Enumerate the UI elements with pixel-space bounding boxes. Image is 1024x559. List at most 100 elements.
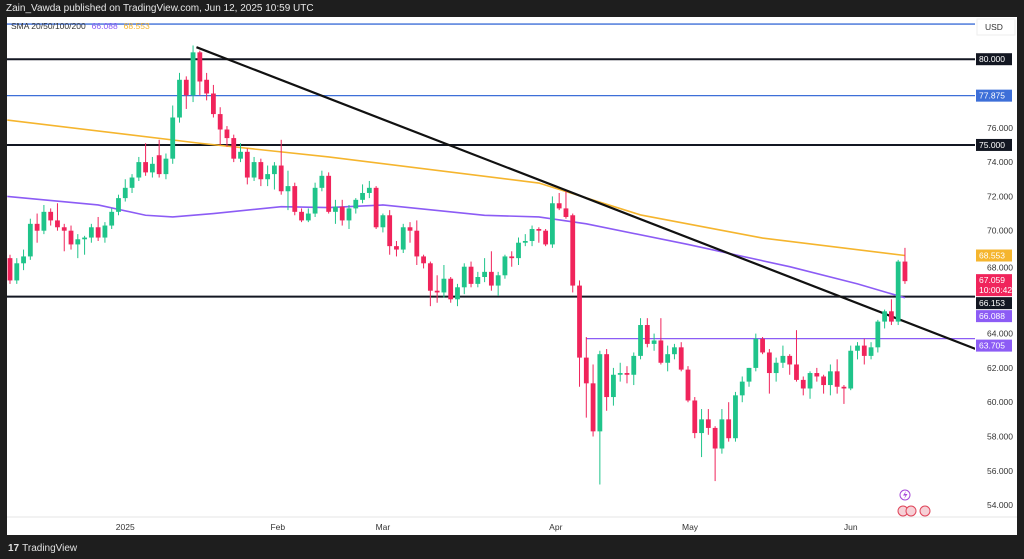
candle-body (7, 258, 13, 281)
candle (55, 203, 60, 231)
candle-body (339, 206, 345, 221)
candle-body (611, 374, 616, 398)
candlestick-chart[interactable]: 76.000 74.000 72.000 70.000 68.000 64.000 62.0… (7, 17, 1017, 535)
price-tick-label: 76.000 (987, 123, 1013, 133)
candle (631, 352, 637, 386)
time-tick-label: 2025 (116, 522, 135, 532)
candle (780, 345, 786, 368)
candle (821, 374, 826, 394)
candle-body (834, 371, 840, 387)
candle-body (27, 223, 33, 257)
us-flag-icon[interactable] (919, 505, 931, 517)
candle (407, 222, 413, 243)
candle (197, 50, 203, 96)
candle-body (563, 208, 569, 217)
candle (190, 45, 196, 103)
trendline[interactable] (196, 46, 1008, 363)
candle (895, 259, 901, 326)
candle (638, 318, 643, 360)
candle (590, 364, 596, 437)
candle-body (183, 79, 189, 96)
candle (299, 208, 304, 223)
candle (116, 194, 121, 216)
candle-body (156, 155, 162, 175)
candle (14, 258, 20, 284)
candle (746, 367, 752, 387)
candle-body (407, 227, 413, 231)
candle-body (61, 227, 67, 231)
candle-body (88, 227, 94, 238)
candle (7, 254, 13, 284)
candle (726, 402, 732, 442)
countdown-label: 10:00:42 (979, 285, 1012, 295)
candle-body (394, 246, 399, 250)
candle (868, 342, 874, 360)
candle-body (590, 383, 596, 432)
candle (224, 126, 230, 147)
candle-body (685, 369, 691, 401)
candle-body (848, 350, 854, 389)
candle-body (692, 400, 698, 434)
candle (27, 218, 33, 260)
candle (41, 204, 47, 235)
candle (611, 367, 616, 406)
candle (488, 251, 494, 291)
currency-box[interactable] (976, 18, 1016, 36)
time-tick-label: Apr (549, 522, 562, 532)
candle (753, 333, 759, 372)
candle (739, 376, 745, 403)
candle-body (75, 239, 81, 245)
candle-body (733, 395, 738, 439)
candle (733, 391, 738, 442)
lightning-glyph-icon (903, 491, 908, 499)
candle-body (224, 129, 230, 139)
candle (251, 156, 257, 181)
candle-body (14, 263, 20, 281)
candle-body (882, 311, 888, 322)
chart-panel[interactable]: 76.000 74.000 72.000 70.000 68.000 64.000 62.0… (7, 17, 1017, 535)
price-tick-label: 58.000 (987, 432, 1013, 442)
candle (387, 210, 393, 255)
candle (48, 208, 54, 226)
candle-body (875, 321, 881, 348)
candle-body (163, 158, 169, 175)
price-label: 66.153 (979, 298, 1005, 308)
candle-body (48, 211, 54, 221)
candle (380, 213, 386, 233)
current-price-box (976, 274, 1012, 297)
legend-sma200-value: 68.553 (124, 21, 150, 31)
candle (285, 170, 291, 211)
us-flag-icon[interactable] (905, 505, 917, 517)
candle-body (272, 165, 277, 175)
candle-body (841, 386, 847, 389)
candle-body (726, 419, 732, 439)
candle-body (319, 175, 325, 188)
candle (685, 366, 691, 403)
candle-body (475, 277, 481, 284)
price-label: 66.088 (979, 311, 1005, 321)
candle-body (495, 275, 501, 286)
candle-body (624, 373, 630, 375)
candle-body (82, 237, 87, 240)
candle (95, 216, 101, 241)
candle (529, 225, 535, 247)
candle (461, 263, 467, 295)
brand-name[interactable]: TradingView (22, 543, 78, 554)
price-label-box (976, 249, 1012, 262)
candle (272, 162, 277, 190)
candle-body (746, 367, 752, 382)
candle (760, 337, 765, 355)
candle-body (699, 419, 704, 434)
candle (204, 72, 210, 101)
candle (773, 357, 779, 382)
candle-body (895, 261, 901, 322)
price-tick-label: 56.000 (987, 466, 1013, 476)
publisher-header: Zain_Vawda published on TradingView.com,… (6, 3, 314, 14)
candle (163, 153, 169, 180)
currency-label: USD (985, 22, 1003, 32)
candle-body (251, 162, 257, 178)
candle (543, 228, 549, 247)
candle-body (312, 187, 318, 214)
sma-line (7, 119, 906, 257)
candle (699, 409, 704, 458)
